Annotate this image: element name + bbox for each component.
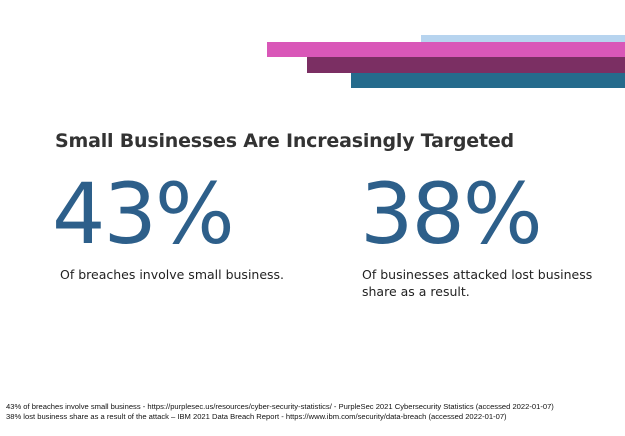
decorative-bar-light-blue — [421, 35, 625, 43]
source-note: 38% lost business share as a result of t… — [6, 412, 507, 421]
decorative-bar-teal — [351, 73, 625, 88]
source-note: 43% of breaches involve small business -… — [6, 402, 554, 411]
stat-value-breaches: 43% — [52, 165, 235, 263]
stat-caption-breaches: Of breaches involve small business. — [60, 267, 285, 282]
slide-title: Small Businesses Are Increasingly Target… — [55, 130, 514, 152]
decorative-bar-pink — [267, 42, 625, 57]
stat-caption-business-share: Of businesses attacked lost business sha… — [362, 267, 593, 299]
stat-value-business-share: 38% — [360, 165, 543, 263]
source-footnotes: 43% of breaches involve small business -… — [6, 402, 621, 422]
decorative-bar-plum — [307, 57, 625, 73]
